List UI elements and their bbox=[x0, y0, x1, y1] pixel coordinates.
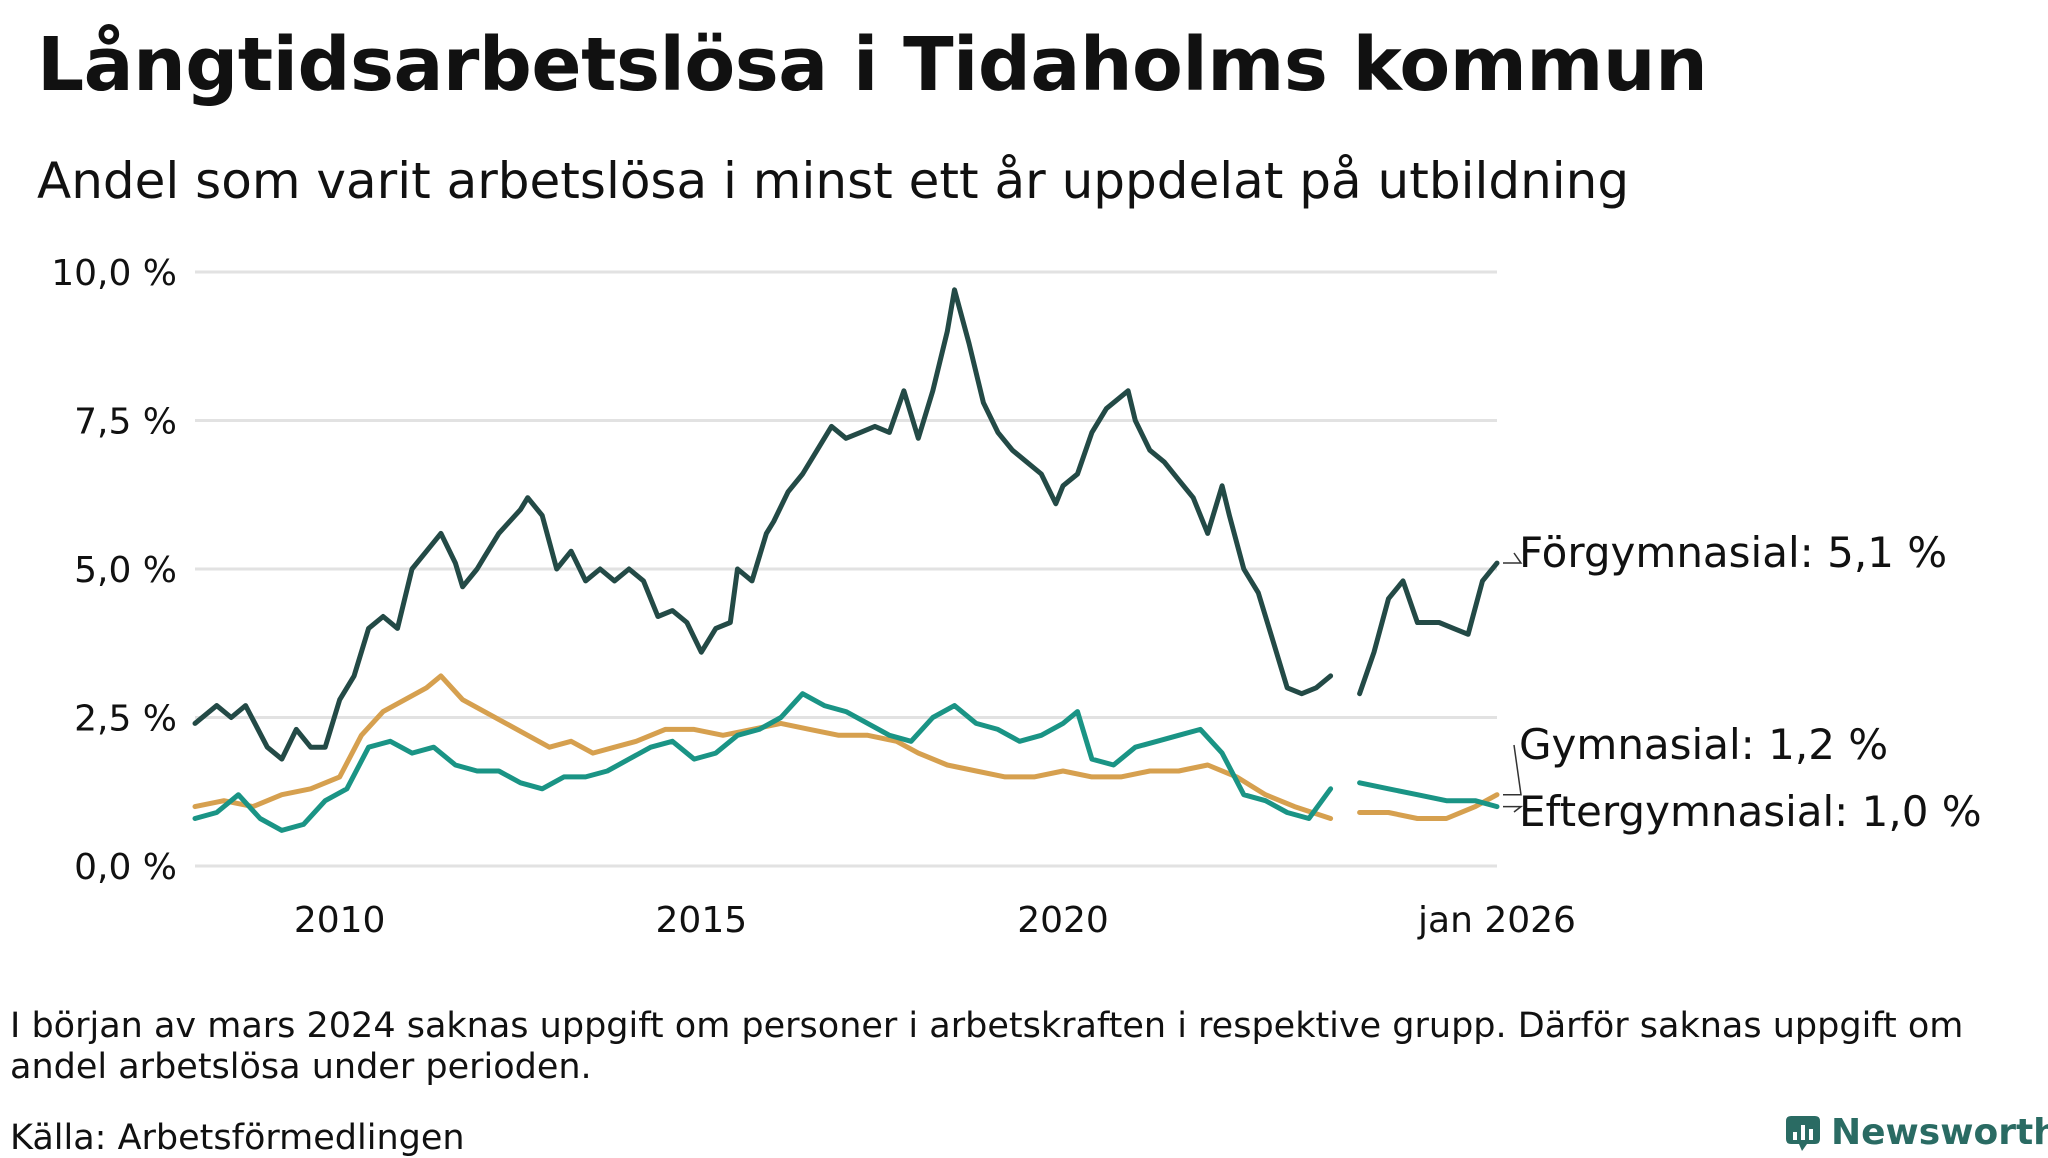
x-tick-label: jan 2026 bbox=[1417, 900, 1576, 941]
chart-title: Långtidsarbetslösa i Tidaholms kommun bbox=[37, 22, 1708, 108]
y-tick-label: 7,5 % bbox=[74, 402, 177, 443]
x-tick-label: 2010 bbox=[294, 900, 386, 941]
series-end-label-eftergymnasial: Eftergymnasial: 1,0 % bbox=[1519, 787, 1982, 836]
footnote: I början av mars 2024 saknas uppgift om … bbox=[10, 1006, 1964, 1087]
series-line-förgymnasial bbox=[1357, 560, 1500, 697]
series-line-gymnasial bbox=[192, 673, 1334, 821]
series-end-label-gymnasial: Gymnasial: 1,2 % bbox=[1519, 720, 1888, 769]
series-line-eftergymnasial bbox=[192, 691, 1334, 833]
label-leader-line bbox=[1503, 744, 1522, 796]
series-line-eftergymnasial bbox=[1357, 780, 1500, 810]
line-chart: 0,0 % 2,5 % 5,0 % 7,5 % 10,0 % 2010 2015 2020 ja… bbox=[51, 253, 1982, 941]
series-line-förgymnasial bbox=[192, 287, 1334, 762]
series-end-label-förgymnasial: Förgymnasial: 5,1 % bbox=[1519, 528, 1947, 577]
y-tick-label: 10,0 % bbox=[51, 253, 177, 294]
series-line-gymnasial bbox=[1357, 792, 1500, 821]
source-text: Källa: Arbetsförmedlingen bbox=[10, 1118, 465, 1158]
x-tick-label: 2020 bbox=[1017, 900, 1109, 941]
brand-name: Newsworthy bbox=[1831, 1112, 2048, 1153]
y-tick-label: 5,0 % bbox=[74, 550, 177, 591]
x-tick-label: 2015 bbox=[656, 900, 748, 941]
label-leader-line bbox=[1503, 552, 1523, 564]
chart-subtitle: Andel som varit arbetslösa i minst ett å… bbox=[37, 152, 1630, 210]
label-leader-line bbox=[1503, 805, 1524, 813]
y-tick-label: 0,0 % bbox=[74, 847, 177, 888]
y-tick-label: 2,5 % bbox=[74, 699, 177, 740]
newsworthy-logo: Newsworthy bbox=[1783, 1112, 2048, 1153]
bar-chart-icon bbox=[1786, 1115, 1820, 1151]
